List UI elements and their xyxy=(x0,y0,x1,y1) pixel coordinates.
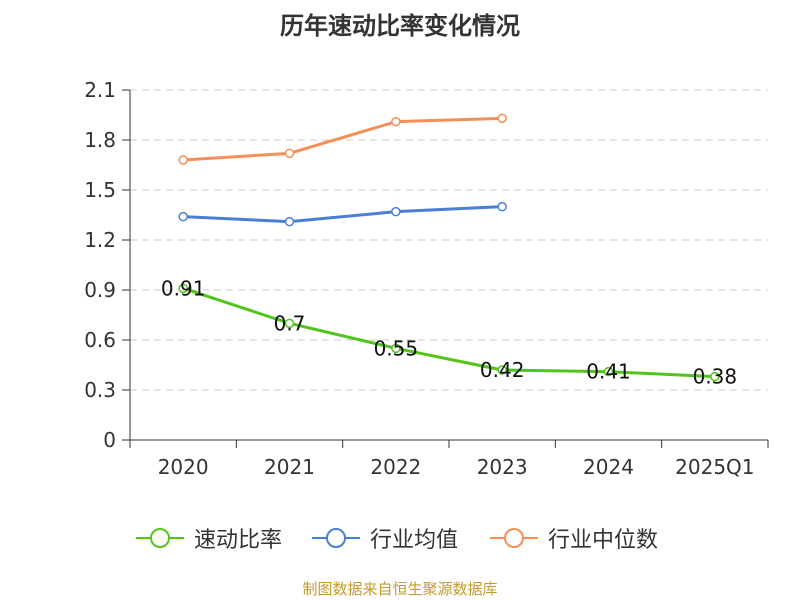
y-tick-label: 0.9 xyxy=(84,278,116,302)
data-label: 0.91 xyxy=(161,276,206,300)
y-tick-label: 1.5 xyxy=(84,178,116,202)
x-tick-label: 2025Q1 xyxy=(675,455,754,479)
legend-item-industry-median[interactable]: 行业中位数 xyxy=(490,520,658,556)
x-tick-label: 2022 xyxy=(370,455,421,479)
legend-item-quick-ratio[interactable]: 速动比率 xyxy=(136,520,282,556)
data-point xyxy=(284,148,295,159)
data-point xyxy=(178,283,188,294)
x-tick-label: 2023 xyxy=(477,455,528,479)
data-label: 0.55 xyxy=(374,336,419,360)
legend-item-industry-mean[interactable]: 行业均值 xyxy=(312,520,458,556)
y-tick-label: 1.8 xyxy=(84,128,116,152)
legend-marker xyxy=(490,526,538,550)
x-tick-label: 2024 xyxy=(583,455,634,479)
data-point xyxy=(391,116,401,127)
data-label: 0.38 xyxy=(693,365,738,389)
y-tick-label: 2.1 xyxy=(84,78,116,102)
legend-label: 行业均值 xyxy=(370,528,459,553)
y-tick-label: 0 xyxy=(103,428,116,452)
legend: 速动比率 行业均值 行业中位数 xyxy=(0,520,800,556)
data-point xyxy=(391,343,401,354)
data-label: 0.42 xyxy=(480,358,525,382)
y-tick-label: 1.2 xyxy=(84,228,116,252)
data-point xyxy=(284,318,295,329)
series-line-1 xyxy=(183,205,503,224)
legend-label: 速动比率 xyxy=(194,528,283,553)
source-note: 制图数据来自恒生聚源数据库 xyxy=(302,580,498,598)
data-point xyxy=(178,155,188,165)
series-line-2 xyxy=(183,116,503,162)
x-tick-label: 2021 xyxy=(264,455,315,479)
data-point xyxy=(178,211,188,222)
data-point xyxy=(391,206,401,217)
x-tick-label: 2020 xyxy=(158,455,209,479)
legend-marker xyxy=(312,526,360,550)
legend-label: 行业中位数 xyxy=(548,528,659,553)
y-tick-label: 0.3 xyxy=(84,378,116,402)
data-point xyxy=(497,365,507,375)
data-label: 0.7 xyxy=(274,311,306,335)
chart-title: 历年速动比率变化情况 xyxy=(280,12,520,40)
series-line-0 xyxy=(182,286,715,379)
data-point xyxy=(284,216,295,227)
legend-marker xyxy=(136,526,184,550)
data-point xyxy=(603,366,614,377)
data-point xyxy=(497,113,507,124)
y-tick-label: 0.6 xyxy=(84,328,116,352)
data-point xyxy=(710,371,720,382)
data-point xyxy=(497,201,507,212)
data-label: 0.41 xyxy=(586,360,631,384)
